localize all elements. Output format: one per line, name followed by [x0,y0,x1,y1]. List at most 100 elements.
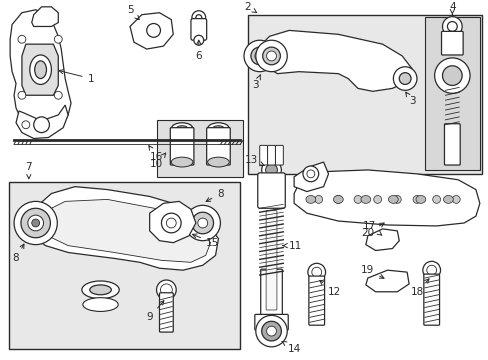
Circle shape [254,51,264,61]
Circle shape [146,23,160,37]
Circle shape [447,22,456,31]
Circle shape [442,17,461,36]
Ellipse shape [415,195,425,203]
Ellipse shape [333,195,343,203]
Polygon shape [293,162,328,192]
Circle shape [422,261,440,279]
Ellipse shape [387,195,397,203]
Text: 3: 3 [405,92,414,106]
FancyBboxPatch shape [190,19,206,40]
FancyBboxPatch shape [254,314,287,330]
Ellipse shape [171,123,192,135]
Ellipse shape [35,61,46,78]
FancyBboxPatch shape [260,269,282,320]
Circle shape [266,51,276,61]
Ellipse shape [212,126,224,132]
Circle shape [399,73,410,85]
Circle shape [191,212,213,234]
Circle shape [392,195,401,203]
Circle shape [191,11,205,24]
Polygon shape [130,13,173,49]
Circle shape [21,208,50,238]
Ellipse shape [207,123,229,135]
Polygon shape [365,270,408,292]
Circle shape [261,160,281,180]
Circle shape [255,40,286,72]
FancyBboxPatch shape [444,124,459,165]
Text: 9: 9 [146,301,163,322]
Text: 11: 11 [282,240,301,251]
Ellipse shape [89,285,111,295]
Text: 14: 14 [282,341,300,354]
Text: 12: 12 [319,280,340,297]
Circle shape [434,58,469,93]
Text: 6: 6 [195,40,202,61]
FancyBboxPatch shape [267,145,275,165]
FancyBboxPatch shape [441,31,462,55]
Circle shape [311,267,321,277]
Polygon shape [259,30,411,91]
Ellipse shape [207,157,229,167]
Bar [156,120,243,177]
FancyBboxPatch shape [170,128,194,165]
Circle shape [261,321,281,341]
Circle shape [262,47,280,65]
Text: 20: 20 [361,223,384,238]
Polygon shape [26,186,218,270]
Circle shape [14,201,57,245]
Ellipse shape [305,195,315,203]
Polygon shape [22,44,58,95]
Ellipse shape [360,195,370,203]
Circle shape [54,91,62,99]
Circle shape [54,35,62,43]
Bar [9,182,240,349]
Circle shape [18,91,26,99]
Text: 8: 8 [13,244,24,264]
Ellipse shape [82,298,118,311]
Text: 8: 8 [206,189,224,202]
Text: 1: 1 [59,69,94,84]
Circle shape [265,164,277,176]
Circle shape [244,40,275,72]
Text: 5: 5 [126,5,139,20]
Circle shape [373,195,381,203]
FancyBboxPatch shape [265,211,276,310]
Circle shape [166,218,176,228]
Circle shape [306,170,314,178]
Circle shape [160,284,172,296]
Circle shape [353,195,361,203]
Text: 15: 15 [192,234,219,248]
Circle shape [314,195,322,203]
Text: 7: 7 [25,162,32,179]
Circle shape [255,315,286,347]
Polygon shape [293,170,479,226]
Polygon shape [16,105,68,139]
Polygon shape [32,7,58,27]
FancyBboxPatch shape [257,173,285,208]
FancyBboxPatch shape [206,128,230,165]
FancyBboxPatch shape [275,145,283,165]
Text: 2: 2 [244,2,256,13]
Bar [247,15,481,174]
Circle shape [22,121,30,129]
Text: 16: 16 [148,146,163,162]
Circle shape [334,195,342,203]
Text: 17: 17 [363,221,381,235]
Circle shape [392,67,416,90]
Polygon shape [10,10,71,135]
Bar [424,17,479,170]
Circle shape [34,117,49,132]
Text: 4: 4 [448,2,455,15]
Polygon shape [149,201,196,243]
Ellipse shape [176,126,187,132]
Circle shape [432,195,440,203]
Circle shape [442,66,461,85]
Circle shape [161,213,181,233]
Text: 10: 10 [150,153,165,169]
Circle shape [156,280,176,300]
Circle shape [32,219,40,227]
FancyBboxPatch shape [259,145,267,165]
Circle shape [196,15,202,21]
Text: 13: 13 [245,155,264,166]
FancyBboxPatch shape [423,274,439,325]
